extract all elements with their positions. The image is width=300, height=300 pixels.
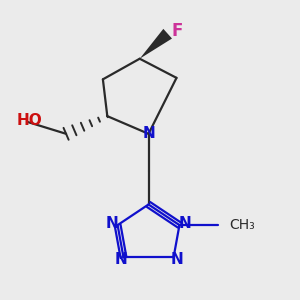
Text: N: N bbox=[178, 216, 191, 231]
Text: F: F bbox=[171, 22, 183, 40]
Text: HO: HO bbox=[16, 113, 42, 128]
Polygon shape bbox=[140, 29, 172, 59]
Text: CH₃: CH₃ bbox=[229, 218, 255, 232]
Text: N: N bbox=[142, 126, 155, 141]
Text: N: N bbox=[106, 216, 119, 231]
Text: N: N bbox=[170, 252, 183, 267]
Text: N: N bbox=[114, 252, 127, 267]
